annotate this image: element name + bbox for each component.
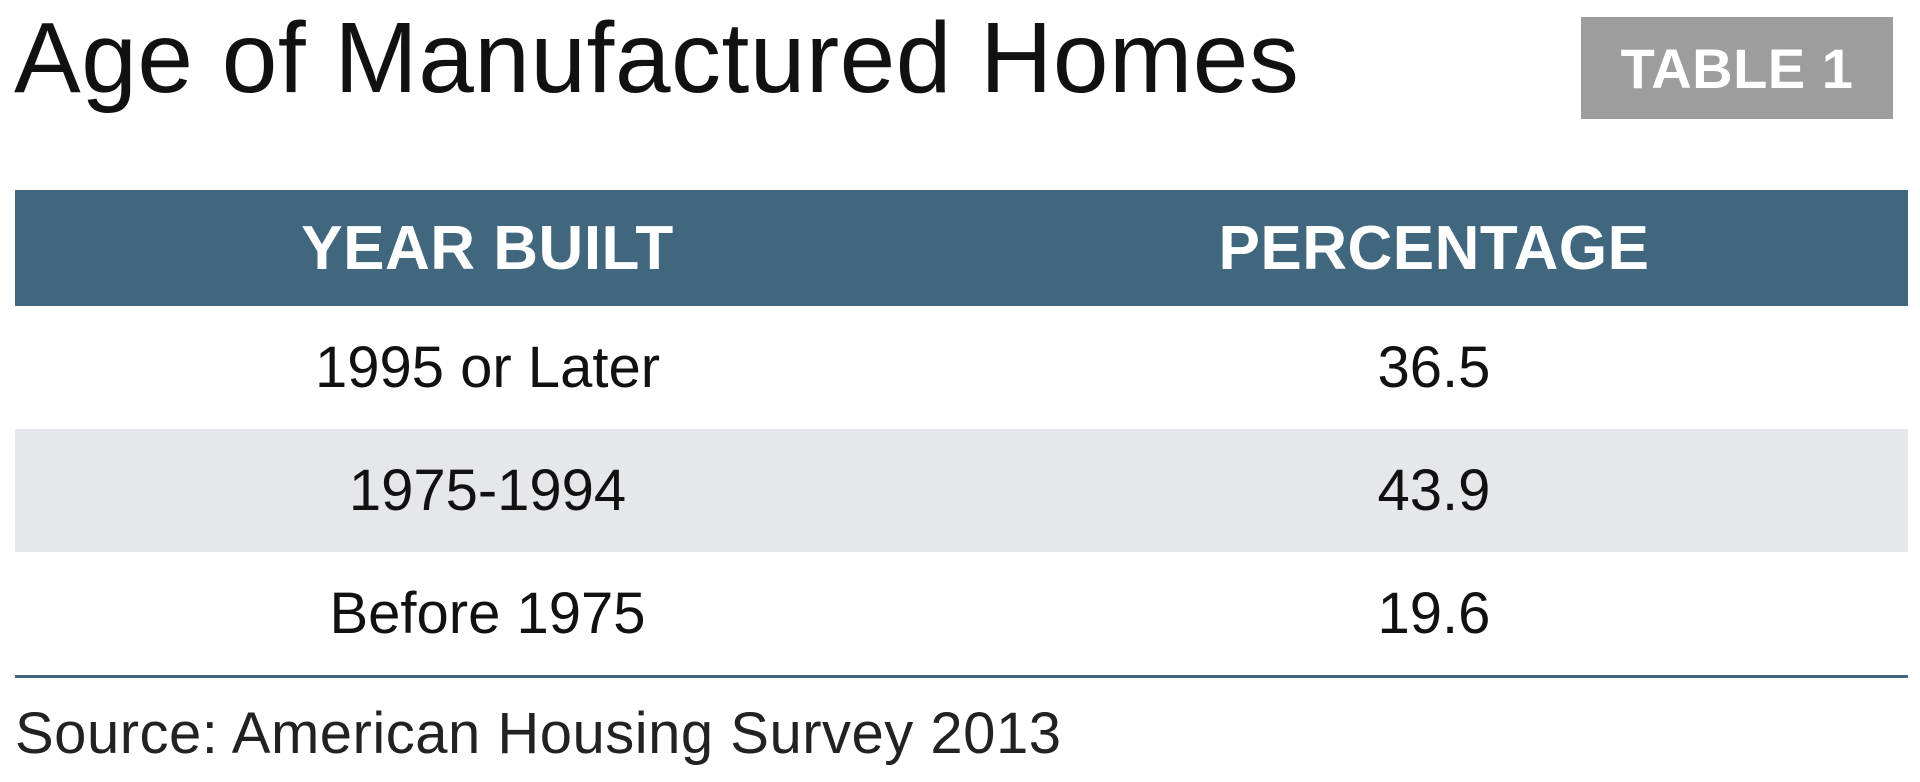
table-bottom-rule xyxy=(15,675,1908,678)
year-built-cell: 1975-1994 xyxy=(348,458,627,523)
percentage-cell: 19.6 xyxy=(1377,581,1491,646)
table-header: YEAR BUILT PERCENTAGE xyxy=(15,190,1908,306)
table-row: 1975-1994 43.9 xyxy=(15,429,1908,552)
column-header-percentage: PERCENTAGE xyxy=(1218,213,1650,283)
year-built-cell: 1995 or Later xyxy=(314,335,661,400)
page-title: Age of Manufactured Homes xyxy=(14,2,1300,114)
column-header-year-built: YEAR BUILT xyxy=(301,213,674,283)
percentage-cell: 36.5 xyxy=(1377,335,1491,400)
table-row: 1995 or Later 36.5 xyxy=(15,306,1908,429)
table-number-badge: TABLE 1 xyxy=(1581,17,1893,119)
data-table: YEAR BUILT PERCENTAGE 1995 or Later 36.5… xyxy=(15,190,1908,678)
table-row: Before 1975 19.6 xyxy=(15,552,1908,675)
year-built-cell: Before 1975 xyxy=(329,581,646,646)
percentage-cell: 43.9 xyxy=(1377,458,1491,523)
source-note: Source: American Housing Survey 2013 xyxy=(15,701,1062,766)
